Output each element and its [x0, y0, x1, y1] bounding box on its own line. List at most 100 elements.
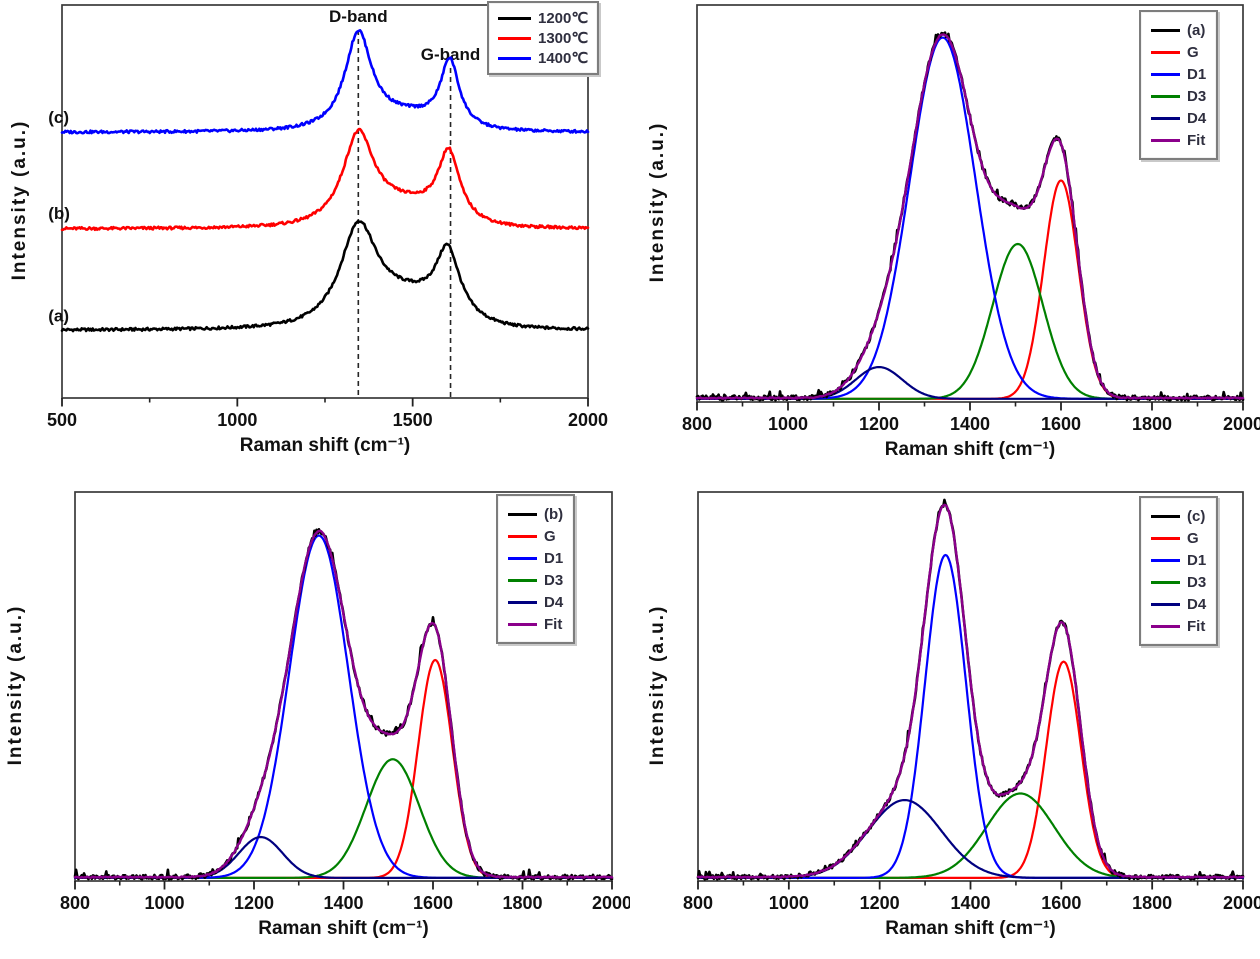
- legend-line-swatch: [508, 512, 537, 516]
- x-tick-label: 1000: [217, 410, 257, 430]
- curve-1200℃: [60, 219, 590, 333]
- curve-D4: [696, 799, 1245, 879]
- legend-line-swatch: [1151, 116, 1180, 120]
- legend-label: D4: [1187, 595, 1207, 613]
- y-axis-label: Intensity (a.u.): [647, 604, 668, 765]
- legend-label: D1: [1187, 65, 1207, 83]
- x-tick-label: 800: [683, 893, 713, 913]
- legend-item-G: G: [1151, 527, 1206, 549]
- band-annotation-label: D-band: [329, 7, 388, 26]
- legend-item-D4: D4: [1151, 107, 1206, 129]
- x-axis-label: Raman shift (cm⁻¹): [239, 435, 411, 456]
- x-tick-label: 1600: [1041, 893, 1081, 913]
- curve-Fit: [696, 503, 1245, 879]
- deconvolution-a-plot: 800 1000 1200 1400 1600 1800 2000: [682, 4, 1260, 434]
- legend-item-D1: D1: [1151, 549, 1206, 571]
- legend-item-1200: 1200℃: [498, 8, 588, 28]
- legend-line-swatch: [508, 534, 537, 538]
- legend-line-swatch: [1151, 514, 1180, 518]
- legend-line-swatch: [1151, 558, 1180, 562]
- curve-label: (b): [48, 204, 70, 223]
- curve-G: [696, 660, 1245, 879]
- x-tick-label: 1400: [323, 893, 363, 913]
- x-tick-label: 1400: [950, 893, 990, 913]
- panel-deconvolution-b: 800 1000 1200 1400 1600 1800 2000 Intensity (a…: [0, 480, 630, 959]
- x-tick-label: 2000: [568, 410, 608, 430]
- x-tick-label: 1600: [413, 893, 453, 913]
- legend-label: D3: [1187, 87, 1207, 105]
- x-tick-label: 1000: [768, 414, 808, 434]
- curve-G: [73, 658, 614, 879]
- deconvolution-b-plot: 800 1000 1200 1400 1600 1800 2000: [60, 491, 630, 913]
- legend-label: 1300℃: [538, 30, 589, 47]
- x-tick-label: 1200: [234, 893, 274, 913]
- curve-D3: [696, 792, 1245, 879]
- x-tick-label: 1800: [502, 893, 542, 913]
- x-axis-label: Raman shift (cm⁻¹): [258, 918, 429, 939]
- curve-D3: [73, 758, 614, 879]
- curve-D3: [695, 242, 1245, 400]
- legend-deconvolution-a: (a) G D1 D3 D4 Fit: [1139, 10, 1219, 160]
- legend-item-D3: D3: [508, 569, 563, 591]
- legend-label: 1400℃: [538, 50, 589, 67]
- curve-label: (a): [48, 306, 69, 325]
- x-tick-label: 1800: [1132, 893, 1172, 913]
- legend-label: D1: [544, 549, 564, 567]
- panel-deconvolution-a: 800 1000 1200 1400 1600 1800 2000 Intensity (a…: [630, 0, 1260, 480]
- legend-label: G: [544, 527, 556, 545]
- curve-G: [695, 179, 1245, 400]
- legend-item-D1: D1: [1151, 63, 1206, 85]
- legend-item-D3: D3: [1151, 571, 1206, 593]
- legend-item-Fit: Fit: [508, 613, 563, 635]
- legend-item-Fit: Fit: [1151, 615, 1206, 637]
- legend-line-swatch: [498, 36, 531, 40]
- curve-Fit: [73, 529, 614, 879]
- curve-Fit: [695, 33, 1245, 400]
- x-tick-label: 1000: [144, 893, 184, 913]
- legend-temperatures: 1200℃ 1300℃ 1400℃: [487, 1, 600, 75]
- x-tick-label: 1200: [859, 414, 899, 434]
- legend-line-swatch: [508, 622, 537, 626]
- y-axis-label: Intensity (a.u.): [9, 119, 30, 280]
- legend-line-swatch: [498, 16, 531, 20]
- legend-line-swatch: [1151, 536, 1180, 540]
- legend-line-swatch: [508, 600, 537, 604]
- x-tick-label: 800: [60, 893, 90, 913]
- legend-item-D1: D1: [508, 547, 563, 569]
- legend-label: Fit: [1187, 617, 1206, 635]
- legend-line-swatch: [1151, 28, 1180, 32]
- legend-line-swatch: [508, 578, 537, 582]
- x-tick-label: 2000: [592, 893, 630, 913]
- legend-line-swatch: [1151, 94, 1180, 98]
- legend-item-Fit: Fit: [1151, 129, 1206, 151]
- legend-label: Fit: [544, 615, 563, 633]
- x-tick-label: 1000: [769, 893, 809, 913]
- curve-1300℃: [60, 127, 590, 232]
- x-tick-label: 800: [682, 414, 712, 434]
- legend-item-D3: D3: [1151, 85, 1206, 107]
- overview-plot: 500 1000 1500 2000 D-band G-band (a) (b) (c): [47, 4, 608, 430]
- legend-label: D4: [544, 593, 564, 611]
- legend-label: G: [1187, 529, 1199, 547]
- legend-line-swatch: [1151, 72, 1180, 76]
- legend-item-D4: D4: [1151, 593, 1206, 615]
- legend-label: G: [1187, 43, 1199, 61]
- x-tick-label: 1200: [860, 893, 900, 913]
- x-axis-label: Raman shift (cm⁻¹): [884, 439, 1056, 460]
- legend-label: (c): [1187, 507, 1206, 525]
- x-tick-label: 1600: [1041, 414, 1081, 434]
- legend-item-a: (a): [1151, 19, 1206, 41]
- legend-item-c: (c): [1151, 505, 1206, 527]
- legend-item-G: G: [1151, 41, 1206, 63]
- x-tick-label: 500: [47, 410, 77, 430]
- legend-label: (b): [544, 505, 564, 523]
- legend-label: D3: [1187, 573, 1207, 591]
- legend-item-D4: D4: [508, 591, 563, 613]
- y-axis-label: Intensity (a.u.): [5, 604, 26, 765]
- x-axis-label: Raman shift (cm⁻¹): [885, 918, 1056, 939]
- legend-line-swatch: [1151, 602, 1180, 606]
- x-tick-label: 1400: [950, 414, 990, 434]
- legend-label: D1: [1187, 551, 1207, 569]
- legend-item-G: G: [508, 525, 563, 547]
